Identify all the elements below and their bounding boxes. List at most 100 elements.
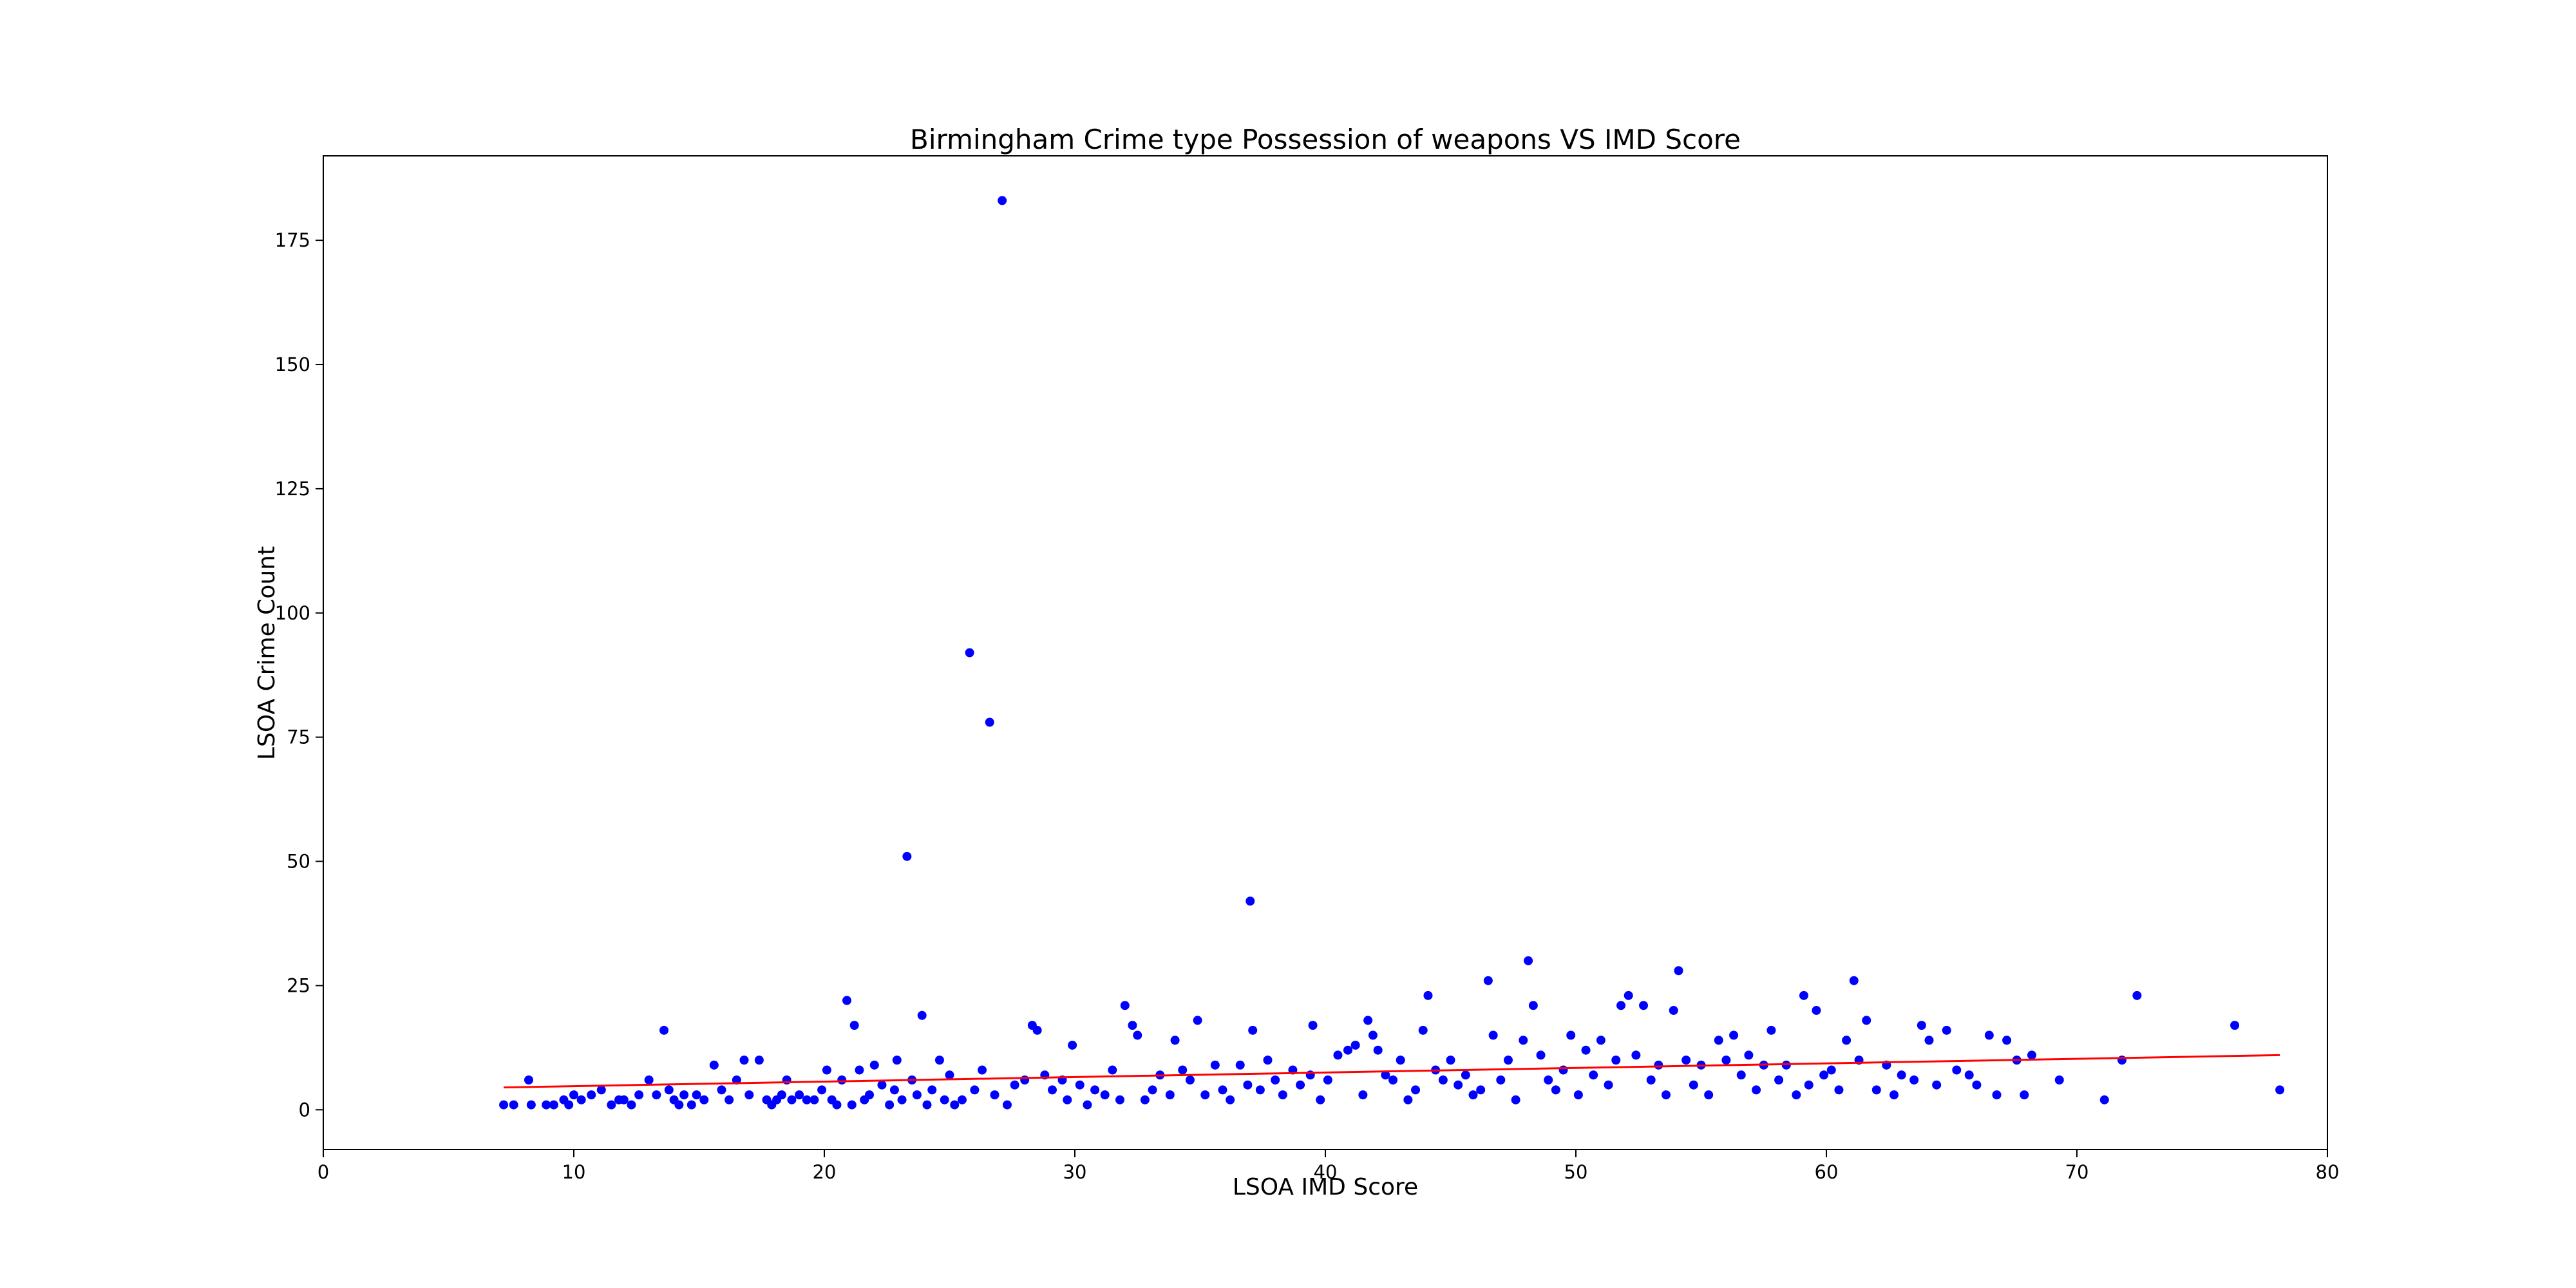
data-point (1646, 1075, 1656, 1084)
data-point (2020, 1090, 2029, 1100)
data-point (679, 1090, 689, 1100)
x-tick-label: 20 (813, 1161, 837, 1183)
data-point (1616, 1001, 1626, 1010)
data-point (1248, 1025, 1258, 1035)
data-point (1263, 1056, 1273, 1065)
x-tick-label: 10 (562, 1161, 586, 1183)
data-point (1363, 1016, 1373, 1025)
data-point (965, 648, 974, 658)
x-tick-label: 30 (1063, 1161, 1087, 1183)
data-point (1063, 1095, 1072, 1104)
data-point (1278, 1090, 1287, 1100)
data-point (1528, 1001, 1538, 1010)
data-point (1373, 1045, 1383, 1055)
data-point (1729, 1030, 1739, 1040)
y-tick-label: 125 (275, 478, 310, 500)
x-tick-label: 50 (1564, 1161, 1588, 1183)
data-point (1308, 1021, 1318, 1030)
x-axis-label: LSOA IMD Score (1233, 1174, 1418, 1200)
data-point (1752, 1085, 1761, 1095)
data-point (619, 1095, 629, 1104)
data-point (1889, 1090, 1899, 1100)
data-point (1020, 1075, 1030, 1084)
data-point (1333, 1050, 1343, 1060)
data-point (652, 1090, 661, 1100)
data-point (709, 1060, 719, 1070)
data-point (2230, 1021, 2240, 1030)
data-point (1226, 1095, 1235, 1104)
data-point (1185, 1075, 1195, 1084)
data-point (1596, 1036, 1605, 1045)
data-point (1245, 896, 1255, 906)
data-point (1255, 1085, 1265, 1095)
data-point (1536, 1050, 1546, 1060)
data-point (1100, 1090, 1110, 1100)
data-point (1573, 1090, 1583, 1100)
data-point (2099, 1095, 2109, 1104)
data-point (1438, 1075, 1448, 1084)
data-point (2132, 990, 2142, 1000)
data-point (1639, 1001, 1649, 1010)
data-point (1316, 1095, 1325, 1104)
data-point (1032, 1025, 1042, 1035)
data-point (1178, 1065, 1188, 1075)
data-point (927, 1085, 937, 1095)
data-point (1350, 1040, 1360, 1050)
data-point (1296, 1080, 1305, 1090)
y-tick-label: 0 (299, 1099, 310, 1121)
data-point (1476, 1085, 1486, 1095)
data-point (564, 1100, 574, 1110)
data-point (889, 1085, 899, 1095)
data-point (1075, 1080, 1084, 1090)
data-point (1654, 1060, 1663, 1070)
data-point (754, 1056, 764, 1065)
data-point (1849, 976, 1859, 985)
data-point (569, 1090, 578, 1100)
data-point (1165, 1090, 1175, 1100)
data-point (744, 1090, 754, 1100)
x-tick-label: 40 (1314, 1161, 1338, 1183)
data-point (1992, 1090, 2002, 1100)
data-point (1551, 1085, 1560, 1095)
data-point (1461, 1070, 1470, 1080)
data-point (1942, 1025, 1951, 1035)
data-point (1368, 1030, 1378, 1040)
y-tick-label: 50 (287, 851, 310, 873)
data-point (1871, 1085, 1881, 1095)
data-point (832, 1100, 842, 1110)
data-point (1170, 1036, 1180, 1045)
data-point (499, 1100, 509, 1110)
data-point (664, 1085, 674, 1095)
data-point (1323, 1075, 1332, 1084)
data-point (549, 1100, 558, 1110)
data-point (1662, 1090, 1671, 1100)
data-point (940, 1095, 949, 1104)
data-point (1736, 1070, 1746, 1080)
data-point (822, 1065, 831, 1075)
data-point (1446, 1056, 1455, 1065)
data-point (1358, 1090, 1368, 1100)
data-point (1624, 990, 1633, 1000)
data-point (659, 1025, 669, 1035)
data-point (1140, 1095, 1150, 1104)
data-point (1519, 1036, 1528, 1045)
data-point (1483, 976, 1493, 985)
data-point (855, 1065, 864, 1075)
data-point (817, 1085, 827, 1095)
data-point (687, 1100, 696, 1110)
data-point (912, 1090, 922, 1100)
data-point (922, 1100, 932, 1110)
data-point (849, 1021, 859, 1030)
data-point (1271, 1075, 1280, 1084)
data-point (739, 1056, 749, 1065)
data-point (787, 1095, 797, 1104)
data-point (1774, 1075, 1784, 1084)
data-point (1503, 1056, 1513, 1065)
data-point (1984, 1030, 1994, 1040)
data-point (1714, 1036, 1723, 1045)
data-point (1423, 990, 1433, 1000)
data-point (1792, 1090, 1801, 1100)
data-point (1721, 1056, 1731, 1065)
data-point (1068, 1040, 1077, 1050)
data-point (985, 717, 994, 727)
